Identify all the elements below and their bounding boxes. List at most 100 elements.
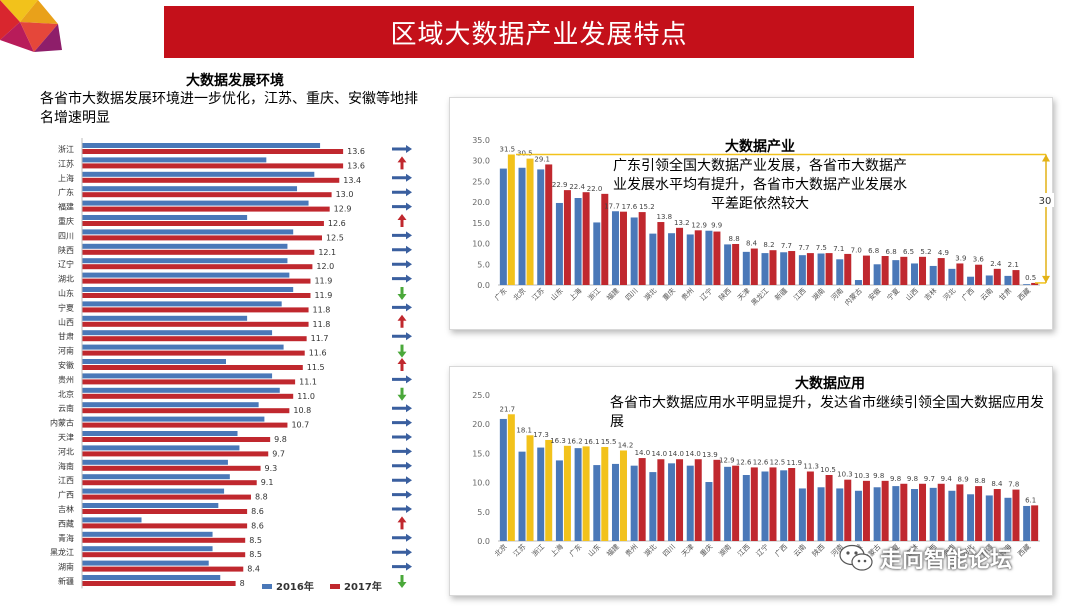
env-value-label: 13.4 <box>343 176 361 185</box>
bar-2017 <box>806 471 814 541</box>
bar-2017 <box>1012 270 1020 285</box>
x-category-label: 安徽 <box>866 286 882 302</box>
env-bar-2016 <box>82 474 230 480</box>
bar-value-label: 7.0 <box>851 247 862 255</box>
bar-2017 <box>507 154 515 285</box>
env-description: 各省市大数据发展环境进一步优化，江苏、重庆、安徽等地排名增速明显 <box>40 91 418 126</box>
env-bar-2016 <box>82 431 238 436</box>
arrow-right-icon <box>392 548 412 557</box>
x-category-label: 河南 <box>829 286 845 302</box>
bar-value-label: 9.8 <box>890 475 901 483</box>
bar-2017 <box>769 467 777 541</box>
env-category-label: 天津 <box>58 432 74 442</box>
env-bar-2016 <box>82 344 284 350</box>
env-bar-2016 <box>82 215 248 220</box>
arrow-right-icon <box>392 375 412 384</box>
x-category-label: 山西 <box>904 286 920 302</box>
industry-note: 大数据产业 广东引领全国大数据产业发展，各省市大数据产业发展水平均有提升，各省市… <box>610 138 910 214</box>
env-value-label: 13.0 <box>336 190 354 199</box>
env-category-label: 吉林 <box>58 504 74 514</box>
arrow-right-icon <box>392 332 412 341</box>
arrow-right-icon <box>392 303 412 312</box>
bar-value-label: 30.5 <box>517 150 533 158</box>
env-value-label: 9.8 <box>274 435 287 444</box>
y-tick-label: 0.0 <box>477 537 490 546</box>
bar-2017 <box>993 489 1001 541</box>
env-value-label: 11.9 <box>314 291 332 300</box>
env-value-label: 11.1 <box>299 377 317 386</box>
arrow-down-icon <box>397 344 407 358</box>
bar-value-label: 12.6 <box>736 458 752 466</box>
env-value-label: 8.4 <box>247 565 260 574</box>
bar-2016 <box>686 465 694 541</box>
x-category-label: 陕西 <box>810 542 826 558</box>
bar-value-label: 17.6 <box>622 203 638 211</box>
env-category-label: 海南 <box>58 461 74 471</box>
bar-value-label: 12.9 <box>719 457 735 465</box>
bar-value-label: 4.9 <box>938 249 949 257</box>
y-tick-label: 5.0 <box>477 508 490 517</box>
y-tick-label: 20.0 <box>472 420 490 429</box>
env-bar-2016 <box>82 186 298 192</box>
env-value-label: 8.6 <box>251 507 264 516</box>
bar-value-label: 21.7 <box>500 405 516 413</box>
application-description: 各省市大数据应用水平明显提升，发达省市继续引领全国大数据应用发展 <box>610 395 1044 430</box>
x-category-label: 西藏 <box>1016 542 1032 558</box>
x-category-label: 吉林 <box>922 286 938 302</box>
env-bar-chart: 浙江 13.6 江苏 13.6 上海 13.4 广东 13.0 福建 12.9 重庆 12.6 四川 12… <box>30 136 440 602</box>
bar-2017 <box>881 480 889 541</box>
bar-2016 <box>929 265 937 285</box>
bar-2017 <box>545 164 553 285</box>
env-category-label: 河北 <box>58 446 74 456</box>
env-value-label: 8.6 <box>251 521 264 530</box>
env-bar-2016 <box>82 373 273 379</box>
x-category-label: 四川 <box>624 287 640 303</box>
x-category-label: 北京 <box>511 286 527 302</box>
bar-value-label: 8.9 <box>958 475 969 483</box>
env-value-label: 11.6 <box>309 349 327 358</box>
bar-2017 <box>582 192 590 285</box>
bar-value-label: 13.2 <box>674 219 690 227</box>
bar-value-label: 6.8 <box>886 248 897 256</box>
bar-2016 <box>649 233 657 285</box>
bar-2016 <box>761 253 769 285</box>
gap-arrow-up-icon <box>1042 154 1050 162</box>
env-value-label: 11.9 <box>314 277 332 286</box>
watermark-text: 走向智能论坛 <box>880 548 1013 573</box>
bar-value-label: 12.5 <box>770 458 786 466</box>
env-bar-2017 <box>82 206 330 212</box>
industry-panel: 0.0 5.0 10.0 15.0 20.0 25.0 30.0 35.0 广东 北京 江苏 山东 上海… <box>449 97 1054 330</box>
bar-2016 <box>668 463 676 541</box>
arrow-right-icon <box>392 188 412 197</box>
bar-value-label: 18.1 <box>516 426 532 434</box>
env-category-label: 河南 <box>58 346 74 356</box>
env-value-label: 11.8 <box>313 320 331 329</box>
bar-2016 <box>798 255 806 285</box>
gap-label: 30 <box>1039 196 1052 207</box>
env-bar-2017 <box>82 451 269 457</box>
env-bar-2017 <box>82 509 248 514</box>
x-category-label: 浙江 <box>530 542 546 558</box>
x-category-label: 山东 <box>549 286 565 302</box>
env-category-label: 北京 <box>58 389 74 399</box>
bar-2016 <box>537 169 545 285</box>
bar-2017 <box>545 439 553 541</box>
bar-2017 <box>1012 489 1020 541</box>
env-value-label: 11.8 <box>313 305 331 314</box>
bar-2017 <box>750 467 758 541</box>
bar-value-label: 7.8 <box>1008 481 1019 489</box>
arrow-right-icon <box>392 505 412 513</box>
env-bar-2017 <box>82 278 311 284</box>
arrow-right-icon <box>392 202 412 211</box>
bar-2017 <box>788 468 796 541</box>
bar-2017 <box>694 459 702 541</box>
bar-2016 <box>649 472 657 541</box>
env-bar-2017 <box>82 393 294 399</box>
x-category-label: 广东 <box>567 542 583 558</box>
x-category-label: 黑龙江 <box>749 286 770 307</box>
env-bar-2016 <box>82 503 219 508</box>
bar-2016 <box>1004 497 1012 541</box>
bar-2017 <box>713 459 721 541</box>
env-value-label: 12.1 <box>318 248 336 257</box>
arrow-right-icon <box>392 145 412 153</box>
